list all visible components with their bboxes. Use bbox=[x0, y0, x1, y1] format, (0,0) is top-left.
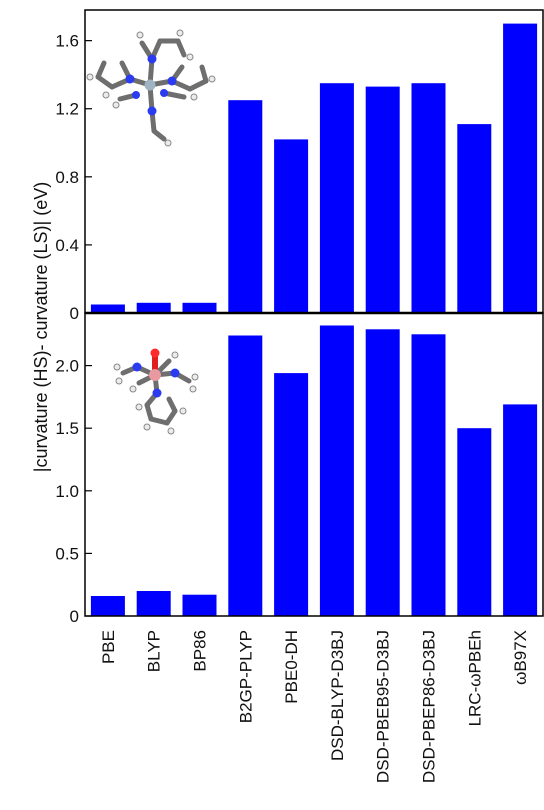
x-tick-label: ωB97X bbox=[511, 630, 530, 685]
y-tick-label: 0.8 bbox=[55, 168, 79, 187]
bar-top-10 bbox=[503, 23, 538, 313]
bar-top-5 bbox=[274, 139, 309, 313]
bar-bottom-9 bbox=[457, 428, 492, 616]
bar-top-7 bbox=[365, 86, 400, 313]
bar-bottom-4 bbox=[228, 335, 263, 616]
x-tick-label: DSD-PBEB95-D3BJ bbox=[374, 630, 393, 783]
bar-bottom-2 bbox=[136, 591, 171, 616]
molecule-structure-2 bbox=[113, 348, 199, 435]
molecule-structure-1 bbox=[86, 29, 216, 147]
y-tick-label: 2.0 bbox=[55, 357, 79, 376]
x-tick-label: B2GP-PLYP bbox=[236, 630, 255, 723]
panel-bottom: 0 0.5 1.0 1.5 2.0 PBE BLYP BP86 B2GP-PLYP PBE0-D… bbox=[55, 312, 544, 783]
x-tick-label: PBE0-DH bbox=[282, 630, 301, 704]
y-tick-label: 0.5 bbox=[55, 544, 79, 563]
bar-bottom-3 bbox=[182, 594, 217, 616]
bar-top-4 bbox=[228, 100, 263, 313]
y-axis-label: |curvature (HS)- curvature (LS)| (eV) bbox=[31, 182, 51, 472]
x-tick-labels: PBE BLYP BP86 B2GP-PLYP PBE0-DH DSD-BLYP-D3BJ… bbox=[99, 630, 530, 783]
y-tick-label: 1.2 bbox=[55, 100, 79, 119]
bar-top-6 bbox=[319, 83, 354, 313]
bar-top-2 bbox=[136, 302, 171, 313]
bar-top-1 bbox=[90, 304, 125, 313]
x-tick-label: DSD-BLYP-D3BJ bbox=[328, 630, 347, 761]
x-tick-label: BLYP bbox=[145, 630, 164, 672]
y-tick-label: 0 bbox=[70, 607, 79, 626]
bars-top bbox=[90, 23, 538, 313]
bar-bottom-7 bbox=[365, 329, 400, 616]
y-tick-label: 1.0 bbox=[55, 482, 79, 501]
bar-bottom-1 bbox=[90, 596, 125, 616]
x-tick-label: PBE bbox=[99, 630, 118, 664]
bar-top-9 bbox=[457, 124, 492, 313]
bars-bottom bbox=[90, 325, 538, 616]
x-tick-label: DSD-PBEP86-D3BJ bbox=[420, 630, 439, 783]
panel-top: 0 0.4 0.8 1.2 1.6 bbox=[55, 9, 544, 323]
y-tick-label: 1.5 bbox=[55, 419, 79, 438]
bar-bottom-8 bbox=[411, 334, 446, 616]
bar-top-8 bbox=[411, 83, 446, 313]
y-ticks-bottom: 0 0.5 1.0 1.5 2.0 bbox=[55, 357, 92, 626]
y-tick-label: 0 bbox=[70, 304, 79, 323]
x-tick-label: LRC-ωPBEh bbox=[465, 630, 484, 726]
bar-bottom-6 bbox=[319, 325, 354, 616]
y-ticks-top: 0 0.4 0.8 1.2 1.6 bbox=[55, 32, 92, 323]
y-tick-label: 1.6 bbox=[55, 32, 79, 51]
bar-top-3 bbox=[182, 302, 217, 313]
bar-bottom-5 bbox=[274, 373, 309, 616]
y-tick-label: 0.4 bbox=[55, 236, 79, 255]
x-tick-label: BP86 bbox=[191, 630, 210, 672]
bar-bottom-10 bbox=[503, 404, 538, 616]
